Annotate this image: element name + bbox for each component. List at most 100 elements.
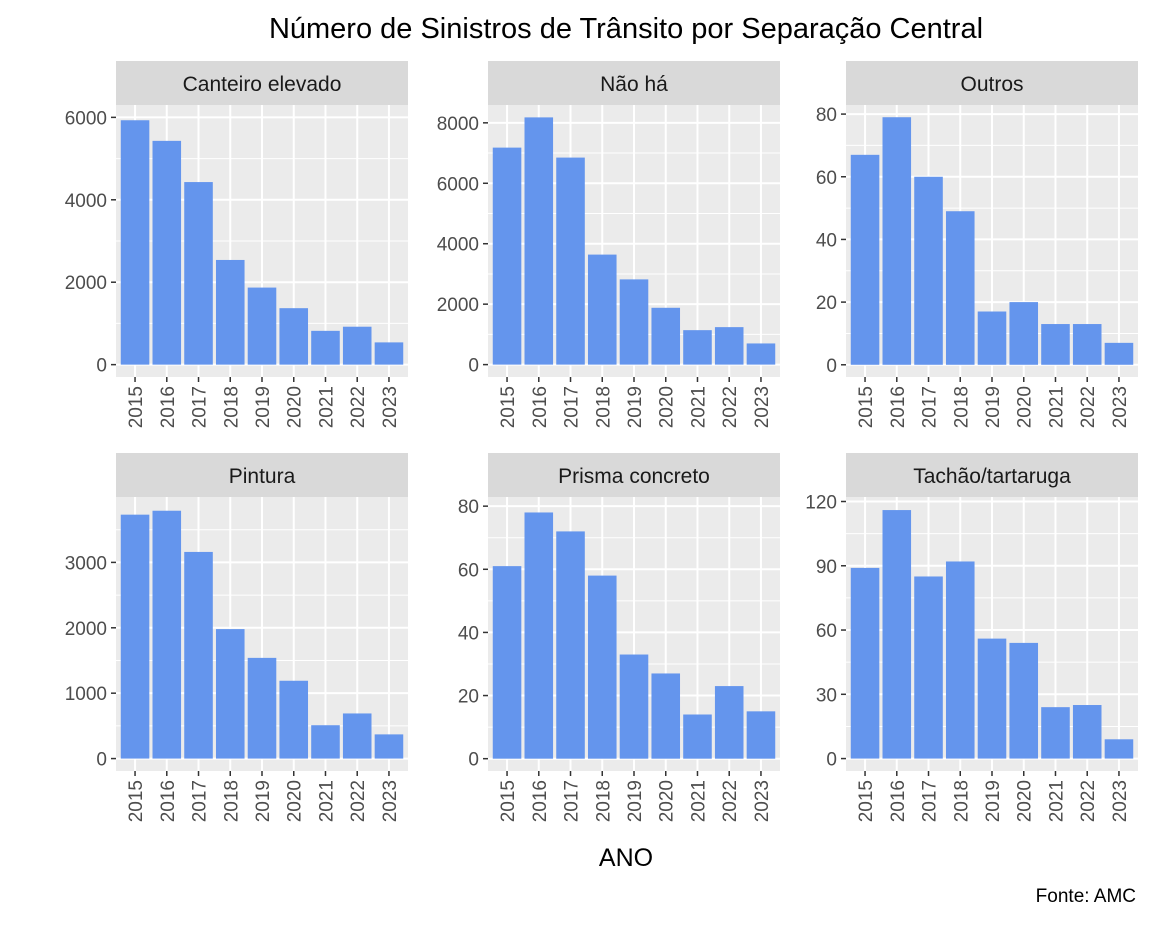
x-tick-label: 2019 [983, 386, 1004, 428]
x-tick-label: 2016 [158, 780, 179, 822]
x-tick-label: 2020 [1015, 386, 1036, 428]
x-tick-label: 2021 [316, 386, 337, 428]
x-tick-label: 2018 [593, 780, 614, 822]
y-tick-label: 80 [816, 105, 837, 126]
bar [977, 638, 1007, 759]
facet-panel: Pintura 0 1000 2000 3000 2015 2016 2017 2018 2019… [65, 453, 408, 822]
x-tick-label: 2019 [625, 780, 646, 822]
bar [914, 576, 943, 759]
bar [714, 327, 744, 365]
bar [556, 531, 585, 759]
x-tick-label: 2016 [888, 780, 909, 822]
facet-strip [488, 61, 780, 105]
bar [247, 657, 277, 759]
bar [524, 117, 554, 365]
facet-strip [116, 61, 408, 105]
bar [1009, 302, 1039, 365]
x-tick-label: 2021 [688, 386, 709, 428]
y-tick-label: 60 [458, 560, 479, 581]
bar [1041, 324, 1070, 365]
bar [311, 330, 340, 365]
bar [1104, 739, 1134, 759]
bar [152, 140, 182, 365]
y-tick-label: 2000 [437, 295, 479, 316]
bar [587, 575, 617, 759]
chart-title: Número de Sinistros de Trânsito por Sepa… [269, 13, 983, 45]
bar [374, 734, 404, 759]
bar [374, 342, 404, 365]
x-tick-label: 2020 [285, 386, 306, 428]
x-tick-label: 2015 [856, 386, 877, 428]
x-tick-label: 2018 [221, 386, 242, 428]
x-tick-label: 2017 [920, 386, 941, 428]
facet-panel: Tachão/tartaruga 0 30 60 90 120 2015 2016 2017 20… [805, 453, 1138, 822]
x-tick-label: 2022 [348, 386, 369, 428]
y-tick-label: 2000 [65, 619, 107, 640]
y-tick-label: 6000 [437, 174, 479, 195]
x-tick-label: 2017 [562, 386, 583, 428]
y-tick-label: 40 [816, 230, 837, 251]
x-tick-label: 2017 [190, 780, 211, 822]
bar [492, 147, 522, 365]
x-tick-label: 2015 [126, 386, 147, 428]
facet-strip-label: Prisma concreto [558, 465, 710, 488]
x-tick-label: 2016 [530, 780, 551, 822]
y-tick-label: 4000 [437, 235, 479, 256]
bar [683, 330, 712, 365]
y-tick-label: 4000 [65, 191, 107, 212]
x-tick-label: 2023 [1110, 386, 1131, 428]
y-tick-label: 30 [816, 685, 837, 706]
y-tick-label: 90 [816, 557, 837, 578]
y-tick-label: 20 [458, 687, 479, 708]
bar [882, 510, 912, 759]
x-tick-label: 2022 [720, 780, 741, 822]
x-tick-label: 2015 [856, 780, 877, 822]
x-tick-label: 2018 [951, 780, 972, 822]
x-tick-label: 2021 [1046, 780, 1067, 822]
bar [311, 725, 340, 759]
y-tick-label: 6000 [65, 108, 107, 129]
y-tick-label: 1000 [65, 684, 107, 705]
bar [619, 654, 649, 759]
x-tick-label: 2020 [285, 780, 306, 822]
bar [1072, 324, 1102, 365]
bar [342, 326, 372, 365]
facet-panel: Canteiro elevado 0 2000 4000 6000 2015 2016 201… [65, 61, 408, 428]
x-tick-label: 2017 [190, 386, 211, 428]
x-tick-label: 2020 [657, 386, 678, 428]
x-tick-label: 2015 [498, 386, 519, 428]
bar [882, 117, 912, 365]
facet-strip-label: Pintura [229, 465, 296, 488]
bar [1072, 705, 1102, 759]
bar [492, 566, 522, 759]
facet-strip-label: Não há [600, 73, 668, 96]
bar [714, 686, 744, 759]
bar [683, 714, 712, 759]
bar [247, 287, 277, 365]
y-tick-label: 8000 [437, 114, 479, 135]
bar [945, 211, 975, 365]
x-tick-label: 2023 [752, 780, 773, 822]
x-tick-label: 2023 [752, 386, 773, 428]
chart-caption: Fonte: AMC [1036, 886, 1136, 907]
bar [215, 259, 245, 365]
bar [977, 311, 1007, 365]
x-tick-label: 2023 [380, 780, 401, 822]
x-tick-label: 2019 [983, 780, 1004, 822]
bar [914, 176, 943, 365]
bar [184, 182, 213, 365]
y-tick-label: 3000 [65, 553, 107, 574]
bar [746, 343, 776, 365]
x-tick-label: 2018 [593, 386, 614, 428]
y-tick-label: 60 [816, 168, 837, 189]
x-tick-label: 2017 [920, 780, 941, 822]
x-tick-label: 2023 [1110, 780, 1131, 822]
bar [651, 673, 681, 759]
y-tick-label: 60 [816, 621, 837, 642]
x-tick-label: 2022 [1078, 386, 1099, 428]
x-axis-title: ANO [599, 844, 653, 872]
bar [120, 514, 150, 759]
y-tick-label: 40 [458, 623, 479, 644]
y-tick-label: 0 [826, 356, 837, 377]
